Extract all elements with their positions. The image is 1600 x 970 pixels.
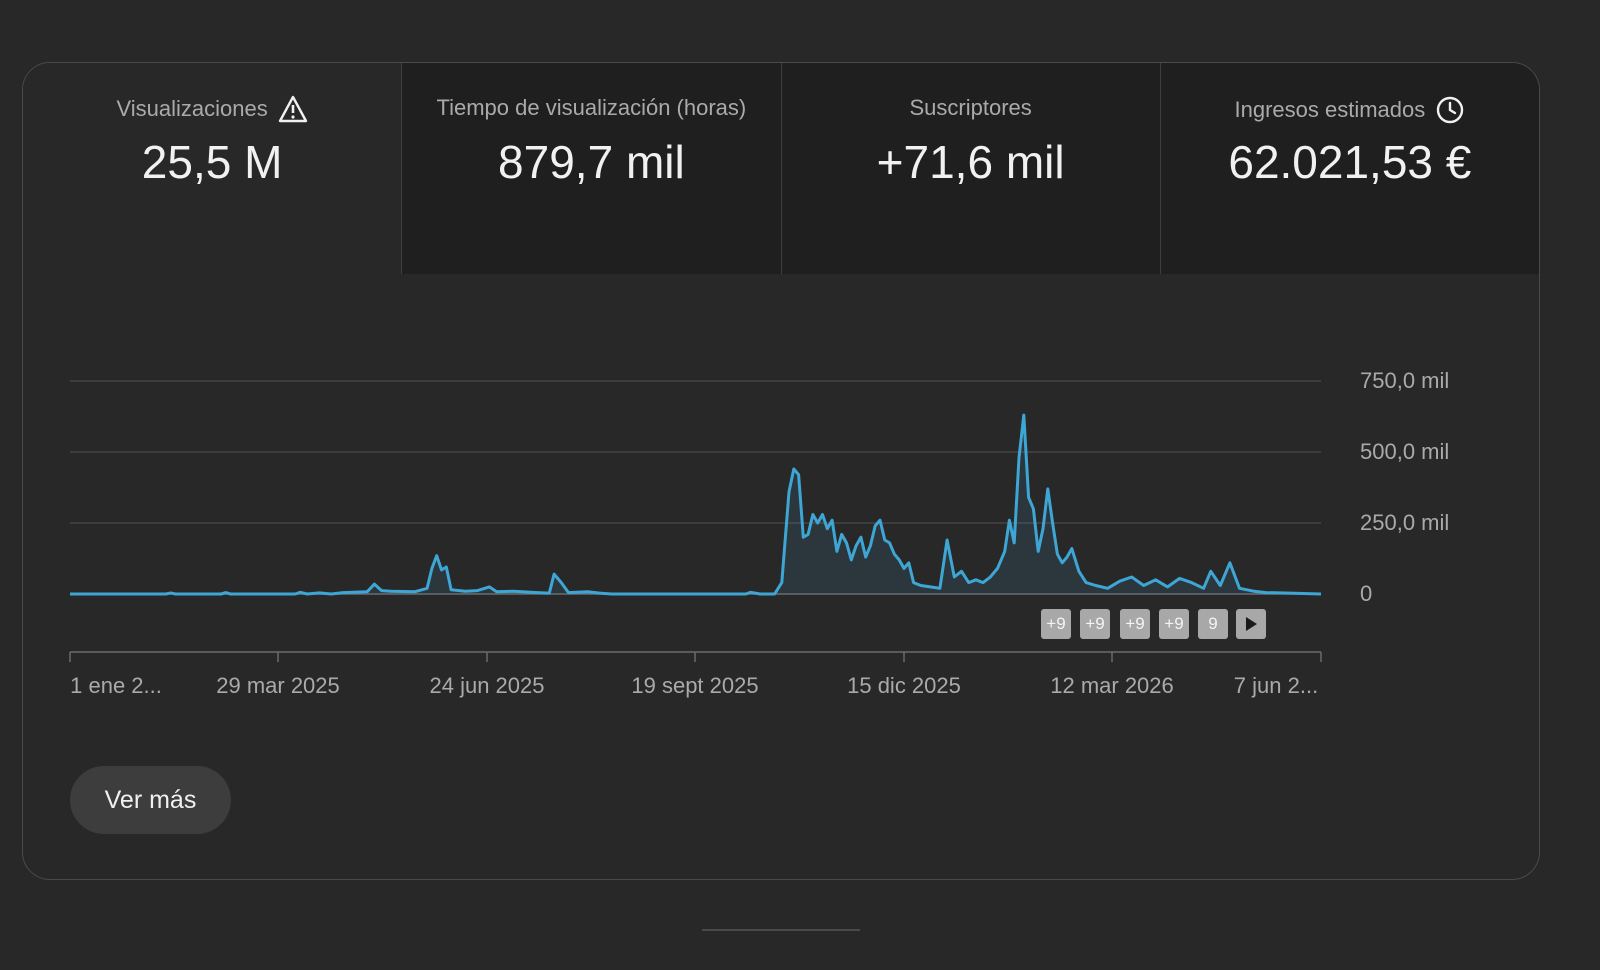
tab-value: +71,6 mil bbox=[876, 136, 1065, 188]
metric-tabs: Visualizaciones 25,5 M Tiempo de visuali… bbox=[23, 63, 1539, 274]
annotation-badge[interactable]: +9 bbox=[1041, 609, 1071, 639]
tab-label: Suscriptores bbox=[782, 95, 1160, 121]
tab-value: 879,7 mil bbox=[498, 136, 685, 188]
tab-label: Visualizaciones bbox=[23, 95, 401, 123]
x-tick-label: 15 dic 2025 bbox=[847, 673, 961, 698]
tab-tiempo-visualizacion[interactable]: Tiempo de visualización (horas) 879,7 mi… bbox=[401, 63, 781, 274]
y-tick-label: 0 bbox=[1360, 581, 1373, 606]
y-tick-label: 500,0 mil bbox=[1360, 439, 1450, 464]
annotation-badge[interactable]: 9 bbox=[1198, 609, 1228, 639]
tab-label-text: Suscriptores bbox=[909, 95, 1032, 120]
x-tick-label: 19 sept 2025 bbox=[631, 673, 759, 698]
annotation-badge[interactable]: +9 bbox=[1080, 609, 1110, 639]
clock-icon[interactable] bbox=[1435, 95, 1465, 125]
tab-label: Tiempo de visualización (horas) bbox=[402, 95, 780, 121]
analytics-card: Visualizaciones 25,5 M Tiempo de visuali… bbox=[22, 62, 1540, 880]
x-tick-label: 12 mar 2026 bbox=[1050, 673, 1174, 698]
annotation-badge[interactable]: +9 bbox=[1120, 609, 1150, 639]
tab-label-text: Tiempo de visualización (horas) bbox=[436, 95, 747, 120]
series-line bbox=[70, 413, 1322, 596]
y-tick-label: 750,0 mil bbox=[1360, 368, 1450, 393]
series-area bbox=[70, 415, 1321, 594]
x-tick-label: 7 jun 2... bbox=[1233, 673, 1319, 698]
warning-icon[interactable] bbox=[278, 95, 308, 123]
annotation-badge[interactable]: +9 bbox=[1159, 609, 1189, 639]
x-tick-label: 24 jun 2025 bbox=[429, 673, 545, 698]
divider bbox=[702, 929, 860, 931]
tab-suscriptores[interactable]: Suscriptores +71,6 mil bbox=[780, 63, 1160, 274]
x-tick-label: 29 mar 2025 bbox=[216, 673, 340, 698]
tab-visualizaciones[interactable]: Visualizaciones 25,5 M bbox=[23, 63, 402, 274]
x-tick-label: 1 ene 2... bbox=[70, 673, 162, 698]
tab-ingresos-estimados[interactable]: Ingresos estimados 62.021,53 € bbox=[1159, 63, 1539, 274]
play-icon[interactable] bbox=[1236, 609, 1266, 639]
ver-mas-button[interactable]: Ver más bbox=[70, 766, 231, 834]
tab-label-text: Visualizaciones bbox=[116, 96, 268, 121]
tab-label-text: Ingresos estimados bbox=[1234, 97, 1426, 122]
tab-value: 25,5 M bbox=[141, 136, 283, 188]
tab-label: Ingresos estimados bbox=[1161, 95, 1539, 125]
tab-value: 62.021,53 € bbox=[1228, 136, 1472, 188]
y-tick-label: 250,0 mil bbox=[1360, 510, 1450, 535]
